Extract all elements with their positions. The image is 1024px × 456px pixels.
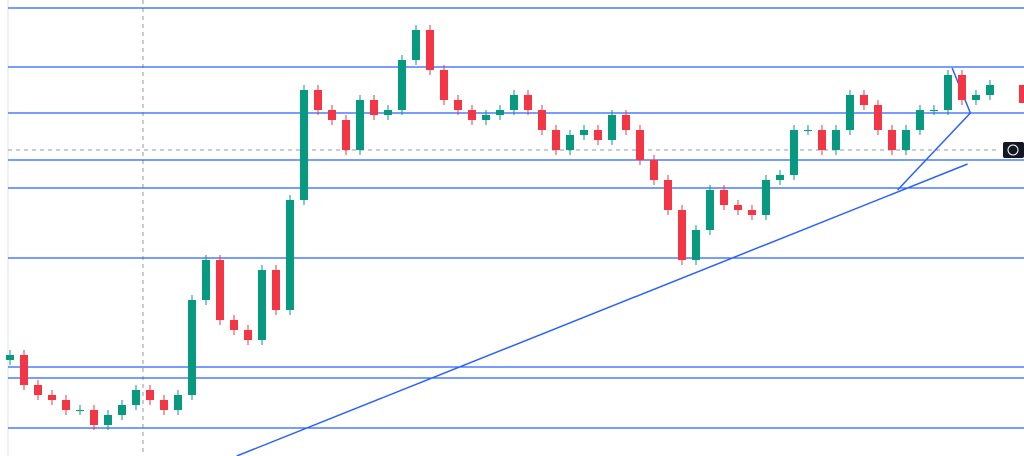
candle-body — [985, 85, 994, 95]
candle-body — [943, 75, 952, 110]
candle-body — [327, 110, 336, 120]
candle-body — [453, 100, 462, 110]
candle-body — [355, 100, 364, 150]
candle-body — [411, 30, 420, 60]
candle-body — [159, 400, 168, 410]
candle-body — [509, 95, 518, 110]
crosshair-button[interactable] — [1003, 142, 1024, 158]
candle-body — [845, 95, 854, 130]
candle-body — [929, 110, 938, 111]
candle-body — [733, 205, 742, 210]
candle-body — [5, 355, 14, 360]
candle-body — [397, 60, 406, 110]
candle-body — [215, 260, 224, 320]
candle-body — [299, 90, 308, 200]
candle-body — [663, 180, 672, 210]
candle-body — [173, 395, 182, 410]
candle-body — [803, 130, 812, 131]
candle-body — [593, 130, 602, 140]
candle-body — [313, 90, 322, 110]
candle-body — [243, 330, 252, 340]
candle-body — [33, 385, 42, 395]
candle-body — [341, 120, 350, 150]
candle-body — [957, 75, 966, 100]
candle-body — [747, 210, 756, 215]
candle-body — [887, 130, 896, 150]
candle-body — [579, 130, 588, 135]
candle-body — [117, 405, 126, 415]
trend-line — [236, 163, 968, 456]
candle-body — [915, 110, 924, 130]
candle-body — [75, 410, 84, 411]
candle-body — [691, 230, 700, 260]
candle-body — [551, 130, 560, 150]
candle-body — [607, 115, 616, 140]
candle-body — [817, 130, 826, 150]
candle-body — [89, 410, 98, 425]
candle-body — [61, 400, 70, 410]
candle-body — [523, 95, 532, 110]
candle-body — [103, 415, 112, 425]
price-marker — [1019, 85, 1024, 103]
candle-body — [229, 320, 238, 330]
candle-body — [719, 190, 728, 205]
candle-body — [495, 110, 504, 115]
candle-body — [649, 160, 658, 180]
candle-body — [971, 95, 980, 100]
candle-body — [19, 355, 28, 385]
candle-body — [271, 270, 280, 310]
candle-body — [831, 130, 840, 150]
candle-body — [425, 30, 434, 70]
candle-body — [369, 100, 378, 115]
trend-line — [897, 112, 971, 191]
candle-body — [481, 115, 490, 120]
candle-body — [187, 300, 196, 395]
crosshair-icon — [1007, 144, 1019, 156]
candle-body — [761, 180, 770, 215]
candle-body — [789, 130, 798, 175]
candle-body — [467, 110, 476, 120]
candle-body — [257, 270, 266, 340]
candle-body — [635, 130, 644, 160]
candle-body — [439, 70, 448, 100]
candle-body — [383, 110, 392, 115]
candle-body — [145, 390, 154, 400]
candle-body — [901, 130, 910, 150]
candle-body — [537, 110, 546, 130]
candle-body — [131, 390, 140, 405]
candle-body — [565, 135, 574, 150]
plot — [5, 7, 1024, 456]
candle-body — [859, 95, 868, 105]
candle-body — [285, 200, 294, 310]
candle-body — [677, 210, 686, 260]
candle-body — [873, 105, 882, 130]
candle-body — [201, 260, 210, 300]
candle-body — [705, 190, 714, 230]
candle-body — [775, 175, 784, 180]
candle-body — [47, 395, 56, 400]
candle-body — [621, 115, 630, 130]
